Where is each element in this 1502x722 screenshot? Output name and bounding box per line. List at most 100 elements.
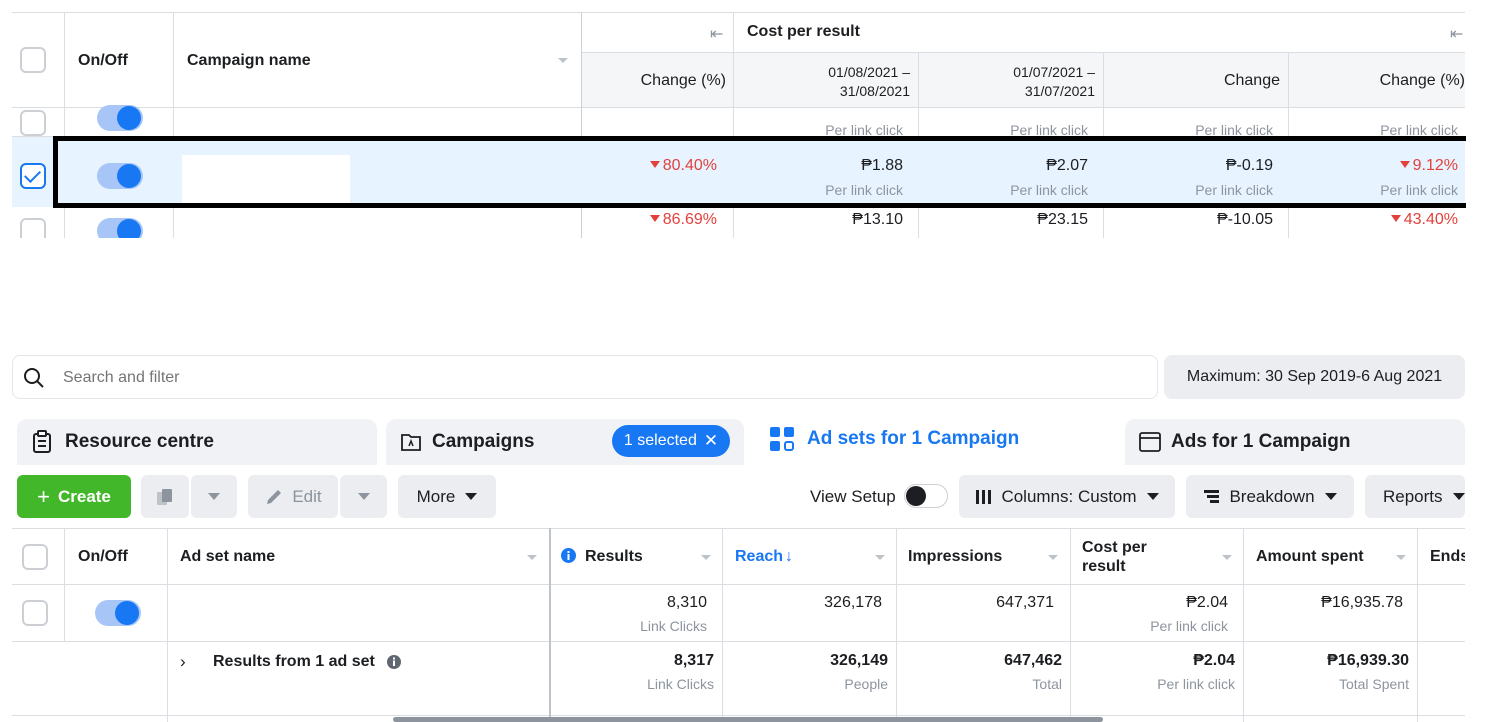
edit-dropdown[interactable] xyxy=(340,475,387,518)
summary-reach-sub: People xyxy=(844,676,888,692)
select-all-checkbox[interactable] xyxy=(20,47,46,73)
tab-campaigns-label: Campaigns xyxy=(432,431,535,452)
clipboard-icon xyxy=(33,430,51,453)
selected-pill-label: 1 selected xyxy=(623,432,697,449)
reports-button[interactable]: Reports xyxy=(1365,475,1465,518)
campaign-name-sort-caret[interactable] xyxy=(558,58,568,63)
view-setup-label: View Setup xyxy=(810,487,896,506)
table-row[interactable]: 86.69% ₱13.10 ₱23.15 ₱-10.05 43.40% xyxy=(12,208,1465,238)
header-period-current: 01/08/2021 – 31/08/2021 xyxy=(828,64,910,99)
selected-sub-previous: Per link click xyxy=(1010,182,1088,198)
header-cost-per-result: Cost per result xyxy=(747,23,860,40)
row-results-sub: Link Clicks xyxy=(640,618,707,634)
spent-sort-caret[interactable] xyxy=(1396,555,1406,560)
row-checkbox[interactable] xyxy=(22,600,48,626)
more-label: More xyxy=(416,486,456,506)
caret-down-icon xyxy=(1324,493,1337,500)
header-reach[interactable]: Reach ↓ xyxy=(735,548,794,565)
tab-ads-label: Ads for 1 Campaign xyxy=(1171,431,1351,452)
row-toggle[interactable] xyxy=(97,163,143,189)
table-row-selected[interactable]: 80.40% ₱1.88 ₱2.07 ₱-0.19 9.12% Per link… xyxy=(12,137,1465,211)
selected-sub-current: Per link click xyxy=(825,182,903,198)
bottom-current: ₱13.10 xyxy=(852,211,903,228)
bottom-change-pct: 86.69% xyxy=(587,211,717,229)
reports-label: Reports xyxy=(1383,486,1443,506)
selected-previous: ₱2.07 xyxy=(1046,157,1088,174)
collapse-left-icon[interactable]: ⇤ xyxy=(710,26,724,43)
highlight-box xyxy=(53,136,1493,208)
summary-impressions: 647,462 xyxy=(1004,652,1062,669)
header-adset-name[interactable]: Ad set name xyxy=(180,548,276,565)
summary-impressions-sub: Total xyxy=(1032,676,1062,692)
summary-cost: ₱2.04 xyxy=(1193,652,1235,669)
summary-spent: ₱16,939.30 xyxy=(1327,652,1409,669)
table-row[interactable]: Per link click Per link click Per link c… xyxy=(12,105,1465,138)
header-period-previous: 01/07/2021 – 31/07/2021 xyxy=(1013,64,1095,99)
duplicate-dropdown[interactable] xyxy=(191,475,237,518)
row-checkbox[interactable] xyxy=(20,110,46,136)
select-all-checkbox[interactable] xyxy=(22,544,48,570)
row-checkbox-checked[interactable] xyxy=(20,163,46,189)
tab-resource-centre[interactable]: Resource centre xyxy=(17,419,377,465)
caret-down-icon xyxy=(357,493,370,500)
summary-results-sub: Link Clicks xyxy=(647,676,714,692)
header-ends[interactable]: Ends xyxy=(1430,548,1465,565)
horizontal-scrollbar[interactable] xyxy=(393,717,1103,722)
header-change: Change xyxy=(1223,72,1280,89)
search-input[interactable] xyxy=(61,364,665,392)
search-bar[interactable] xyxy=(12,355,1158,399)
header-impressions[interactable]: Impressions xyxy=(908,548,1003,565)
row-checkbox[interactable] xyxy=(20,218,46,238)
reach-sort-caret[interactable] xyxy=(875,555,885,560)
summary-row[interactable]: › Results from 1 ad set 8,317 Link Click… xyxy=(12,642,1465,715)
close-icon[interactable]: ✕ xyxy=(703,431,719,450)
create-button[interactable]: + Create xyxy=(17,475,131,518)
header-results[interactable]: Results xyxy=(585,548,643,565)
summary-results: 8,317 xyxy=(673,652,714,669)
row-toggle[interactable] xyxy=(95,600,141,626)
caret-down-icon xyxy=(465,493,478,500)
row-cost-sub: Per link click xyxy=(1150,618,1228,634)
folder-icon xyxy=(401,434,421,451)
search-icon xyxy=(24,368,44,388)
breakdown-button[interactable]: Breakdown xyxy=(1186,475,1354,518)
row-toggle[interactable] xyxy=(97,105,143,131)
results-sort-caret[interactable] xyxy=(701,555,711,560)
edit-label: Edit xyxy=(292,486,322,506)
partial-sub-change-pct: Per link click xyxy=(1380,122,1458,138)
summary-cost-sub: Per link click xyxy=(1157,676,1235,692)
table-row[interactable]: 8,310 Link Clicks 326,178 647,371 ₱2.04 … xyxy=(12,585,1465,641)
row-toggle[interactable] xyxy=(97,218,143,238)
date-range-button[interactable]: Maximum: 30 Sep 2019-6 Aug 2021 xyxy=(1164,355,1465,399)
partial-sub-change: Per link click xyxy=(1195,122,1273,138)
view-setup-toggle[interactable] xyxy=(904,484,948,508)
bottom-previous: ₱23.15 xyxy=(1037,211,1088,228)
info-icon xyxy=(561,548,576,563)
impressions-sort-caret[interactable] xyxy=(1048,555,1058,560)
summary-reach: 326,149 xyxy=(830,652,888,669)
columns-button[interactable]: Columns: Custom xyxy=(959,475,1175,518)
edit-button[interactable]: Edit xyxy=(248,475,338,518)
more-button[interactable]: More xyxy=(398,475,496,518)
bottom-change-pct-right: 43.40% xyxy=(1293,211,1458,229)
bottom-change: ₱-10.05 xyxy=(1216,211,1273,228)
header-amount-spent[interactable]: Amount spent xyxy=(1256,548,1364,565)
chevron-right-icon[interactable]: › xyxy=(180,652,186,671)
duplicate-button[interactable] xyxy=(141,475,189,518)
header-on-off: On/Off xyxy=(78,52,128,69)
row-results: 8,310 xyxy=(666,594,707,611)
top-campaign-table: On/Off Campaign name ⇤ Cost per result ⇤… xyxy=(12,12,1465,238)
tab-ads[interactable]: Ads for 1 Campaign xyxy=(1125,419,1465,465)
header-campaign-name[interactable]: Campaign name xyxy=(187,52,311,69)
info-icon xyxy=(387,655,401,669)
redacted-campaign-name xyxy=(182,155,350,211)
selected-pill[interactable]: 1 selected ✕ xyxy=(612,425,730,457)
cost-sort-caret[interactable] xyxy=(1222,555,1232,560)
tab-adsets[interactable]: Ad sets for 1 Campaign xyxy=(755,412,1115,465)
summary-spent-sub: Total Spent xyxy=(1338,676,1409,692)
collapse-right-icon[interactable]: ⇤ xyxy=(1450,26,1464,43)
partial-sub-current: Per link click xyxy=(825,122,903,138)
header-cost-per-result[interactable]: Cost per result xyxy=(1082,539,1147,575)
tab-campaigns[interactable]: Campaigns 1 selected ✕ xyxy=(386,419,744,465)
adset-name-sort-caret[interactable] xyxy=(527,555,537,560)
